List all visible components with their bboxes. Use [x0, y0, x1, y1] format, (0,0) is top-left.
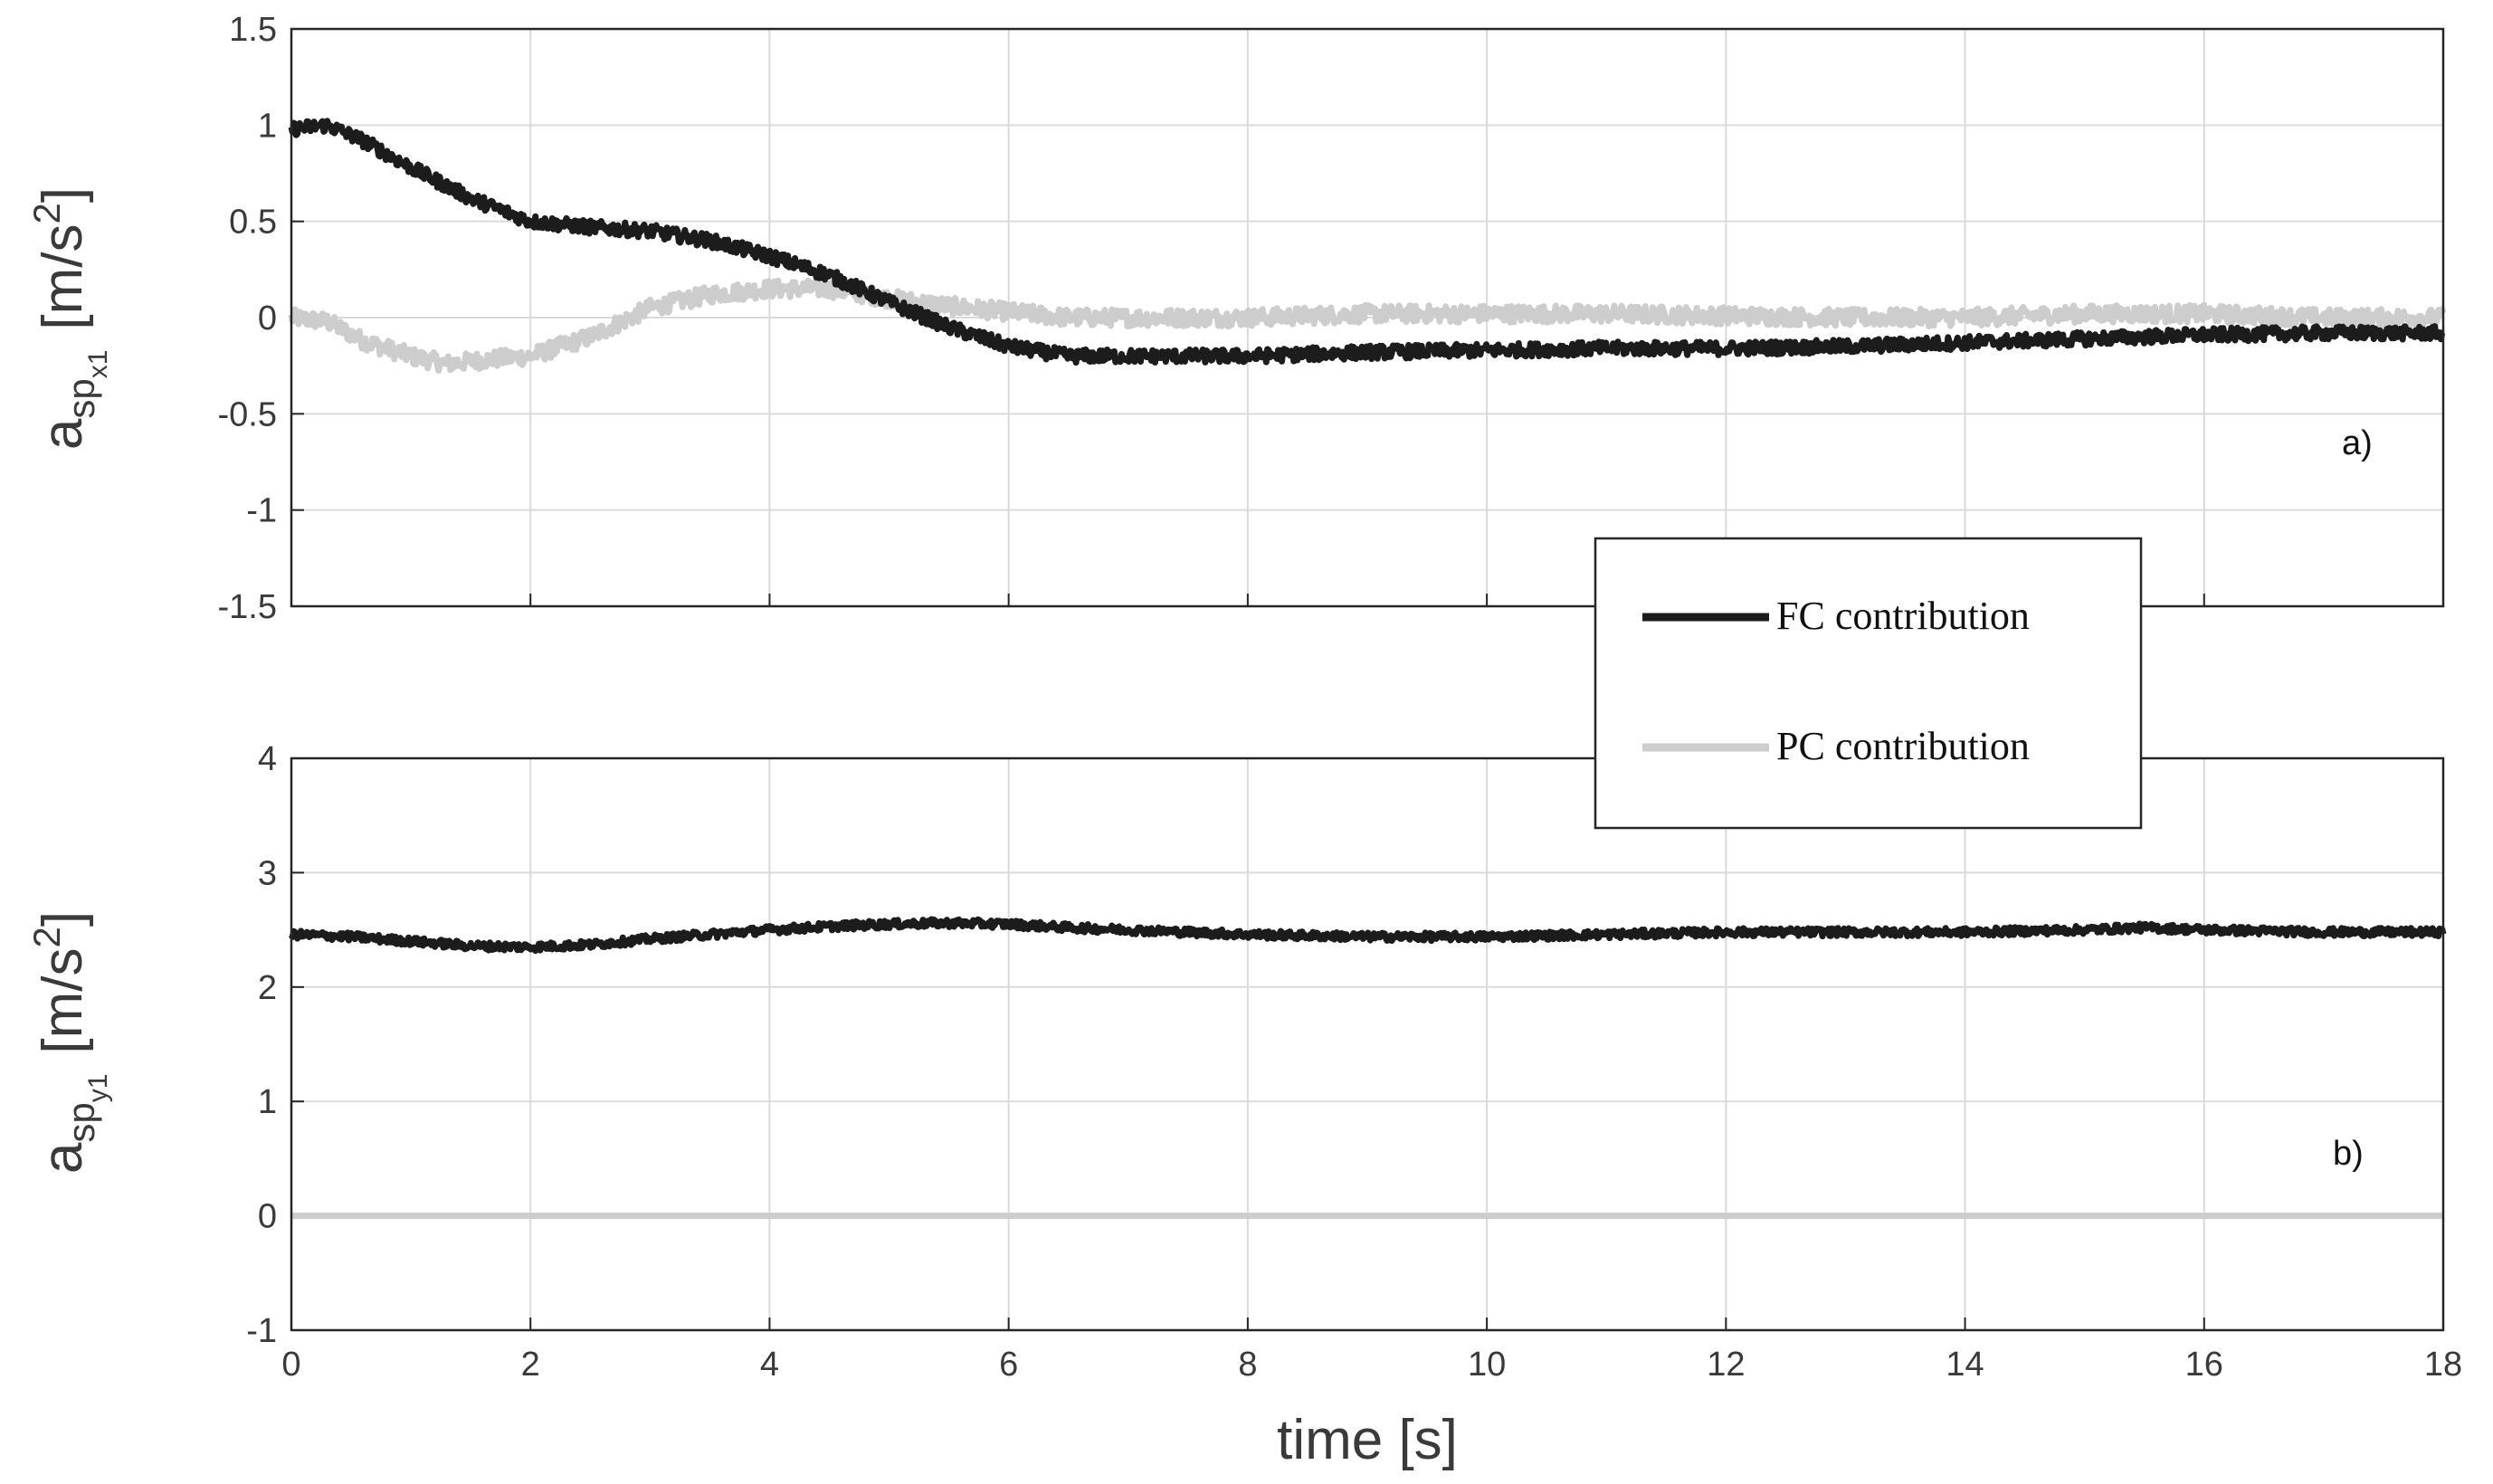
panel-a-y-ticks: -1.5 -1 -0.5 0 0.5 1 1.5: [218, 11, 277, 626]
panel-a-y-axis-label: aspx1[m/s2]: [25, 187, 113, 450]
legend: FC contribution PC contribution: [1594, 537, 2143, 830]
panel-b-x-tick-label: 16: [2185, 1346, 2223, 1384]
panel-b-series: [288, 916, 2447, 1220]
panel-a-y-tick-label: 0: [258, 300, 277, 338]
panel-b-x-tick-label: 4: [760, 1346, 779, 1384]
panel-a-y-tick-label: 0.5: [229, 204, 277, 242]
panel-b-y-tick-label: 0: [258, 1198, 277, 1236]
panel-b-y-tick-label: -1: [246, 1312, 277, 1350]
panel-b-series-fc: [288, 916, 2447, 955]
panel-b-x-tick-label: 8: [1238, 1346, 1257, 1384]
panel-a-y-tick-label: -0.5: [218, 395, 277, 433]
panel-b-y-tick-label: 4: [258, 740, 277, 778]
panel-b-y-axis-label: aspy1[m/s2]: [25, 911, 113, 1174]
panel-a-y-tick-label: 1: [258, 107, 277, 145]
panel-b-x-ticks: 0 2 4 6 8 10 12 14 16 18: [281, 1346, 2462, 1384]
panel-b-x-tick-label: 14: [1946, 1346, 1984, 1384]
panel-a-axes-box: [290, 27, 2445, 608]
panel-b-axes-box: [290, 756, 2445, 1332]
panel-a-label: a): [2342, 424, 2373, 462]
panel-b-y-ticks: -1 0 1 2 3 4: [246, 740, 277, 1350]
panel-b-x-tick-label: 6: [999, 1346, 1018, 1384]
legend-pc-label: PC contribution: [1776, 724, 2030, 768]
panel-a-series: [288, 118, 2447, 374]
panel-b-label: b): [2333, 1135, 2364, 1173]
panel-a-y-tick-label: -1: [246, 492, 277, 530]
panel-b-y-tick-label: 1: [258, 1083, 277, 1121]
panel-b-x-tick-label: 10: [1468, 1346, 1506, 1384]
panel-a-series-pc: [288, 277, 2447, 374]
legend-box: [1594, 537, 2143, 830]
panel-a: -1.5 -1 -0.5 0 0.5 1 1.5 aspx1[m/s2] a): [25, 11, 2447, 626]
panel-b-x-tick-label: 18: [2424, 1346, 2462, 1384]
panel-a-series-fc: [288, 118, 2446, 366]
panel-b-x-tick-label: 2: [521, 1346, 540, 1384]
panel-b-plot-area: [291, 758, 2443, 1330]
x-axis-label: time [s]: [1277, 1409, 1458, 1471]
panel-b-x-tick-label: 12: [1707, 1346, 1745, 1384]
panel-a-y-tick-label: -1.5: [218, 588, 277, 626]
panel-a-y-tick-label: 1.5: [229, 11, 277, 49]
panel-b-y-tick-label: 3: [258, 854, 277, 892]
legend-fc-label: FC contribution: [1776, 594, 2030, 638]
panel-b-x-tick-label: 0: [281, 1346, 300, 1384]
panel-b-y-tick-label: 2: [258, 969, 277, 1007]
